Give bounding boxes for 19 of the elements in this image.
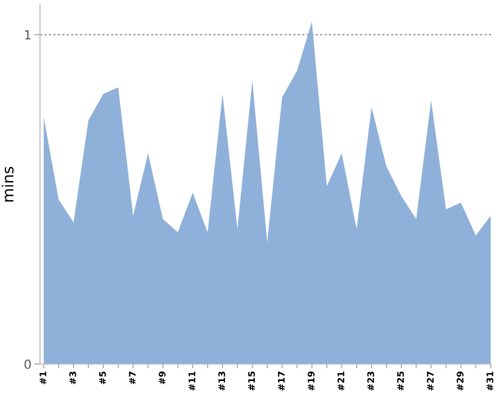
x-tick-label: #3 bbox=[69, 372, 76, 384]
x-tick-label: #5 bbox=[99, 372, 106, 384]
y-axis-title: mins bbox=[2, 166, 14, 202]
x-tick-label: #19 bbox=[308, 372, 315, 390]
x-tick-label: #1 bbox=[40, 372, 46, 384]
x-tick-label: #7 bbox=[129, 372, 136, 384]
x-tick-label: #21 bbox=[338, 372, 344, 390]
x-tick-label: #29 bbox=[456, 372, 464, 390]
x-tick-label: #27 bbox=[426, 372, 434, 390]
x-tick-label: #13 bbox=[218, 372, 226, 390]
x-tick-label: #17 bbox=[278, 372, 285, 390]
x-tick-label: #25 bbox=[397, 372, 404, 390]
y-tick-label: 0 bbox=[24, 359, 31, 369]
y-tick-label: 1 bbox=[25, 30, 31, 40]
x-tick-label: #15 bbox=[248, 372, 255, 390]
x-tick-label: #31 bbox=[486, 372, 494, 390]
x-tick-label: #23 bbox=[367, 372, 374, 390]
x-tick-label: #11 bbox=[188, 372, 196, 390]
x-tick-label: #9 bbox=[158, 372, 166, 384]
